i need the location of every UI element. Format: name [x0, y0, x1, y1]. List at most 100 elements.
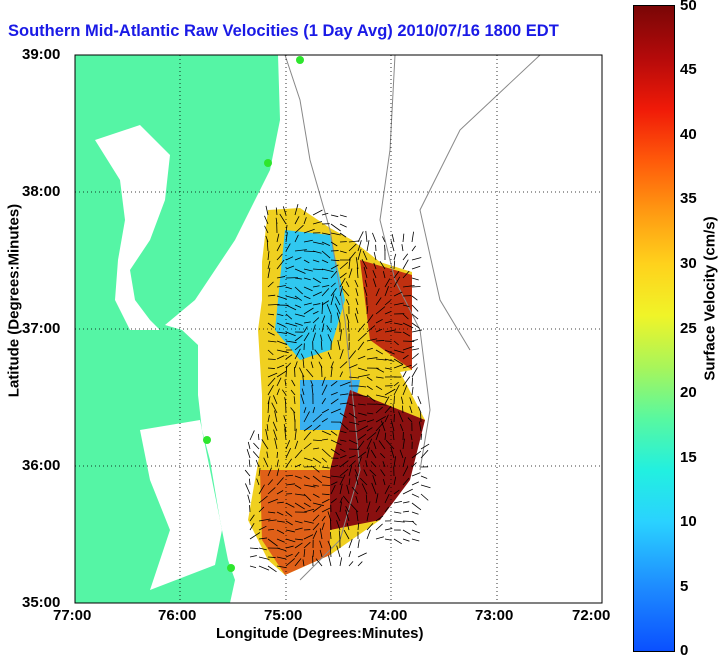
velocity-arrow — [411, 286, 421, 288]
velocity-arrow — [384, 286, 389, 297]
velocity-arrow — [275, 207, 278, 216]
velocity-arrow — [267, 260, 271, 270]
velocity-arrow — [375, 297, 382, 306]
velocity-arrow — [303, 484, 316, 488]
velocity-arrow — [375, 358, 387, 361]
velocity-arrow — [276, 295, 287, 300]
velocity-arrow — [375, 306, 386, 315]
velocity-arrow — [330, 448, 340, 456]
velocity-arrow — [314, 349, 323, 360]
velocity-arrow — [362, 250, 368, 261]
velocity-arrow — [294, 216, 300, 225]
y-tick-label: 35:00 — [22, 594, 61, 611]
velocity-arrow — [284, 428, 287, 441]
velocity-arrow — [285, 558, 296, 567]
velocity-arrow — [339, 455, 347, 459]
velocity-arrow — [366, 338, 378, 342]
velocity-arrow — [354, 468, 359, 477]
velocity-arrow — [267, 528, 275, 531]
velocity-arrow — [311, 385, 314, 396]
velocity-arrow — [252, 451, 260, 459]
velocity-arrow — [364, 279, 368, 288]
velocity-arrow — [375, 406, 383, 414]
velocity-arrow — [321, 259, 329, 264]
velocity-arrow — [258, 565, 270, 571]
y-tick-label: 37:00 — [22, 320, 61, 337]
velocity-arrow — [330, 439, 342, 446]
radar-site-marker — [227, 564, 235, 572]
velocity-arrow — [303, 206, 307, 216]
velocity-arrow — [335, 296, 341, 306]
velocity-arrow — [276, 340, 288, 346]
velocity-arrow — [312, 457, 322, 464]
velocity-arrow — [393, 302, 404, 306]
velocity-arrow — [329, 545, 332, 558]
chesapeake-bay — [95, 125, 170, 330]
velocity-arrow — [382, 479, 386, 486]
velocity-arrow — [276, 253, 283, 261]
velocity-arrow — [348, 448, 360, 450]
velocity-arrow — [294, 204, 299, 216]
x-axis-label: Longitude (Degrees:Minutes) — [216, 625, 424, 642]
velocity-arrow — [366, 523, 374, 531]
radar-site-marker — [203, 436, 211, 444]
velocity-arrow — [348, 243, 357, 252]
velocity-arrow — [393, 489, 400, 495]
velocity-arrow — [267, 511, 276, 514]
velocity-arrow — [375, 288, 380, 297]
velocity-arrow — [372, 475, 377, 486]
velocity-arrow — [276, 355, 285, 360]
velocity-arrow — [410, 433, 413, 441]
velocity-arrow — [357, 341, 365, 351]
velocity-arrow — [267, 538, 278, 547]
velocity-arrow — [294, 249, 307, 252]
velocity-arrow — [384, 414, 389, 423]
velocity-arrow — [321, 277, 329, 280]
velocity-arrow — [319, 528, 323, 540]
velocity-arrow — [258, 506, 265, 513]
velocity-arrow — [411, 462, 417, 468]
velocity-arrow — [402, 376, 411, 387]
velocity-arrow — [348, 257, 351, 270]
velocity-arrow — [384, 405, 392, 414]
velocity-arrow — [351, 486, 359, 495]
velocity-arrow — [347, 322, 350, 333]
velocity-arrow — [303, 548, 306, 558]
velocity-arrow — [366, 314, 374, 324]
velocity-arrow — [345, 506, 350, 513]
velocity-arrow — [354, 279, 359, 288]
velocity-arrow — [339, 214, 347, 218]
velocity-arrow — [384, 506, 390, 513]
velocity-arrow — [294, 322, 303, 326]
velocity-arrow — [294, 234, 299, 243]
velocity-arrow — [258, 547, 267, 551]
velocity-arrow — [357, 367, 368, 372]
velocity-arrow — [258, 537, 268, 540]
velocity-arrow — [348, 403, 356, 407]
velocity-arrow — [266, 451, 269, 459]
velocity-arrow — [294, 348, 301, 360]
velocity-arrow — [267, 372, 278, 378]
velocity-arrow — [375, 536, 384, 540]
velocity-arrow — [312, 250, 322, 254]
velocity-arrow — [312, 514, 320, 522]
x-tick-label: 77:00 — [53, 607, 92, 624]
velocity-arrow — [285, 232, 288, 243]
velocity-arrow — [294, 361, 298, 369]
velocity-arrow — [276, 243, 282, 252]
velocity-arrow — [402, 370, 407, 378]
velocity-arrow — [330, 465, 339, 468]
velocity-arrow — [375, 394, 388, 398]
velocity-arrow — [346, 522, 350, 531]
velocity-arrow — [369, 469, 377, 477]
velocity-arrow — [384, 310, 392, 315]
velocity-arrow — [339, 497, 343, 504]
velocity-arrow — [247, 494, 251, 504]
velocity-arrow — [379, 260, 386, 270]
velocity-arrow — [375, 429, 381, 441]
colorbar-tick: 20 — [680, 384, 697, 401]
velocity-arrow — [366, 529, 371, 540]
velocity-arrow — [285, 502, 295, 508]
velocity-arrow — [342, 495, 350, 504]
velocity-arrow — [267, 401, 270, 414]
